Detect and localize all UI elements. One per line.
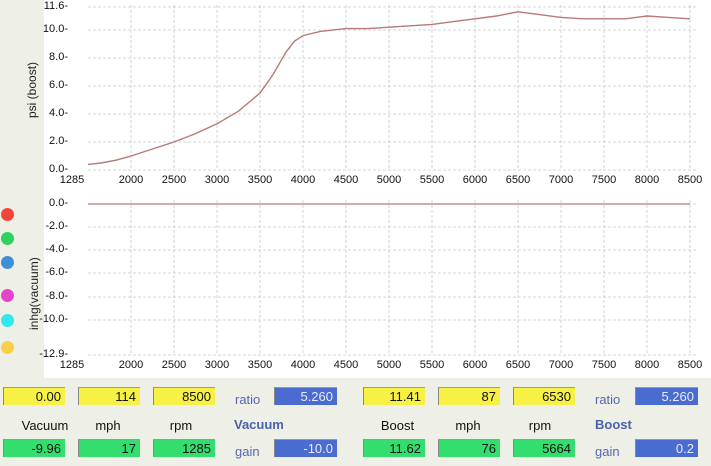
boost-mph-label: mph (455, 418, 481, 433)
yellow-dot[interactable] (1, 341, 14, 354)
x-tick-label: 8000 (634, 174, 660, 186)
x-tick-label: 7500 (591, 359, 617, 371)
boost-max-mph: 87 (438, 387, 500, 405)
magenta-dot[interactable] (1, 289, 14, 302)
x-tick-label: 2500 (161, 359, 187, 371)
x-tick-label: 6500 (505, 174, 531, 186)
red-dot[interactable] (1, 208, 14, 221)
x-tick-label: 5000 (376, 359, 402, 371)
boost-rpm-label: rpm (528, 418, 552, 433)
y-tick-label: 2.0- (49, 135, 68, 147)
boost-gain-label: gain (595, 444, 620, 459)
x-tick-label: 5000 (376, 174, 402, 186)
x-tick-label: 4000 (290, 174, 316, 186)
boost-max-rpm: 6530 (513, 387, 575, 405)
boost-current-rpm: 5664 (513, 439, 575, 457)
boost-current-value: 11.62 (363, 439, 425, 457)
y-tick-label: 10.0- (42, 23, 68, 35)
x-tick-label: 7000 (548, 174, 574, 186)
x-tick-label: 7500 (591, 174, 617, 186)
boost-ratio-value[interactable]: 5.260 (635, 387, 698, 405)
boost-label: Boost (380, 418, 415, 433)
boost-ratio-label: ratio (595, 392, 621, 407)
x-tick-label: 3000 (204, 359, 230, 371)
y-tick-label: 6.0- (49, 79, 68, 91)
x-tick-label: 3500 (247, 359, 273, 371)
vacuum-current-value: -9.96 (3, 439, 65, 457)
x-tick-label: 1285 (59, 359, 85, 371)
blue-dot[interactable] (1, 256, 14, 269)
vacuum-plot-area (44, 192, 711, 378)
x-tick-label: 5500 (419, 359, 445, 371)
x-tick-label: 4500 (333, 359, 359, 371)
x-tick-label: 5500 (419, 174, 445, 186)
boost-curve (87, 11, 691, 166)
x-tick-label: 6000 (462, 174, 488, 186)
vacuum-current-rpm: 1285 (153, 439, 215, 457)
vacuum-label: Vacuum (21, 418, 69, 433)
y-tick-label: -10.0- (39, 313, 68, 325)
x-tick-label: 6500 (505, 359, 531, 371)
vacuum-max-rpm: 8500 (153, 387, 215, 405)
x-tick-label: 8500 (677, 359, 703, 371)
x-tick-label: 3500 (247, 174, 273, 186)
vacuum-ratio-label: ratio (235, 392, 261, 407)
boost-max-value: 11.41 (363, 387, 425, 405)
boost-current-mph: 76 (438, 439, 500, 457)
boost-gain-value[interactable]: 0.2 (635, 439, 698, 457)
vacuum-gain-value[interactable]: -10.0 (274, 439, 337, 457)
x-tick-label: 3000 (204, 174, 230, 186)
x-tick-label: 6000 (462, 359, 488, 371)
y-tick-label: 0.0- (49, 197, 68, 209)
y-tick-label: -8.0- (45, 290, 68, 302)
x-tick-label: 4000 (290, 359, 316, 371)
cyan-dot[interactable] (1, 314, 14, 327)
x-tick-label: 7000 (548, 359, 574, 371)
y-tick-label: -4.0- (45, 243, 68, 255)
vacuum-rpm-label: rpm (169, 418, 193, 433)
x-tick-label: 4500 (333, 174, 359, 186)
boost-plot-area (44, 0, 711, 192)
vacuum-max-mph: 114 (78, 387, 140, 405)
x-tick-label: 1285 (59, 174, 85, 186)
vacuum-mph-label: mph (95, 418, 121, 433)
y-tick-label: 4.0- (49, 107, 68, 119)
vacuum-current-mph: 17 (78, 439, 140, 457)
vacuum-title: Vacuum (234, 417, 284, 432)
y-tick-label: -12.9- (39, 348, 68, 360)
y-tick-label: 11.6- (43, 0, 68, 12)
y-tick-label: -2.0- (45, 220, 68, 232)
x-tick-label: 8000 (634, 359, 660, 371)
boost-title: Boost (595, 417, 632, 432)
green-dot[interactable] (1, 232, 14, 245)
x-tick-label: 2500 (161, 174, 187, 186)
vacuum-ratio-value[interactable]: 5.260 (274, 387, 337, 405)
vacuum-gain-label: gain (235, 444, 260, 459)
charts-svg (87, 5, 697, 356)
x-tick-label: 8500 (677, 174, 703, 186)
x-tick-label: 2000 (118, 174, 144, 186)
y-tick-label: 8.0- (49, 51, 68, 63)
vacuum-max-value: 0.00 (3, 387, 65, 405)
y-tick-label: -6.0- (45, 266, 68, 278)
y-tick-label: 0.0- (49, 163, 68, 175)
x-tick-label: 2000 (118, 359, 144, 371)
